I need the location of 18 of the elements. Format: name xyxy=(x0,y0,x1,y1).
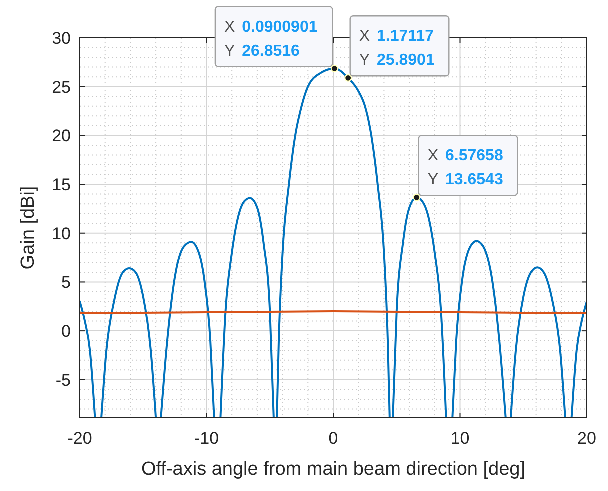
y-tick-label: 10 xyxy=(52,224,71,244)
annotation: X 1.17117 Y 25.8901 xyxy=(359,28,435,70)
annotation: X 6.57658 Y 13.6543 xyxy=(428,148,504,189)
x-tick-label: -10 xyxy=(194,429,220,448)
x-tick-label: 0 xyxy=(328,429,338,448)
x-axis-title: Off-axis angle from main beam direction [deg] xyxy=(141,459,526,480)
x-tick-label: 10 xyxy=(450,429,470,448)
y-tick-label: 30 xyxy=(52,28,71,48)
annotation: X 0.0900901 Y 26.8516 xyxy=(224,18,318,60)
y-tick-label: 15 xyxy=(52,175,71,194)
x-tick-label: 20 xyxy=(578,429,596,448)
y-tick-label: 20 xyxy=(52,126,71,146)
y-axis-title: Gain [dBi] xyxy=(18,186,39,270)
y-tick-label: -5 xyxy=(56,370,71,390)
y-tick-label: 5 xyxy=(62,273,71,292)
y-tick-label: 25 xyxy=(52,78,71,97)
x-tick-label: -20 xyxy=(68,429,92,448)
y-tick-label: 0 xyxy=(62,322,71,342)
